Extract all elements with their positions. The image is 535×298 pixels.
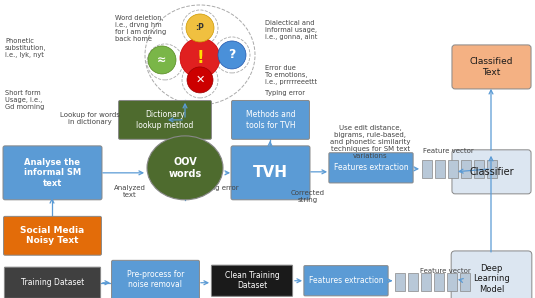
Bar	[435, 160, 445, 178]
Bar	[447, 273, 457, 291]
Text: Word deletion,
i.e., drvng hm
for I am driving
back home: Word deletion, i.e., drvng hm for I am d…	[115, 15, 166, 42]
Bar	[474, 160, 484, 178]
Bar	[421, 273, 431, 291]
FancyBboxPatch shape	[4, 267, 101, 298]
Text: Use edit distance,
bigrams, rule-based,
and phonetic similarity
techniques for S: Use edit distance, bigrams, rule-based, …	[330, 125, 410, 159]
Circle shape	[186, 14, 214, 42]
Circle shape	[180, 38, 220, 78]
Text: Typing error: Typing error	[197, 185, 239, 191]
FancyBboxPatch shape	[211, 265, 293, 296]
Bar	[422, 160, 432, 178]
Bar	[434, 273, 444, 291]
Text: Feature vector: Feature vector	[423, 148, 473, 154]
FancyBboxPatch shape	[451, 251, 532, 298]
Text: ≈: ≈	[157, 55, 167, 65]
Text: Typing error: Typing error	[265, 90, 305, 96]
Text: Feature vector: Feature vector	[419, 268, 470, 274]
Text: Analyse the
informal SM
text: Analyse the informal SM text	[24, 158, 81, 188]
Bar	[448, 160, 458, 178]
FancyBboxPatch shape	[4, 216, 102, 255]
Text: Dictionary
lookup method: Dictionary lookup method	[136, 110, 194, 130]
Text: Lookup for words
in dictionary: Lookup for words in dictionary	[60, 112, 120, 125]
Bar	[461, 160, 471, 178]
Bar	[408, 273, 418, 291]
FancyBboxPatch shape	[232, 100, 309, 139]
Circle shape	[218, 41, 246, 69]
Text: Training Dataset: Training Dataset	[21, 278, 84, 287]
Text: Deep
Learning
Model: Deep Learning Model	[473, 264, 510, 294]
Text: Short form
Usage, i.e.,
Gd morning: Short form Usage, i.e., Gd morning	[5, 90, 44, 110]
Text: Corrected
string: Corrected string	[291, 190, 325, 203]
Bar	[460, 273, 470, 291]
Text: Methods and
tools for TVH: Methods and tools for TVH	[246, 110, 295, 130]
FancyBboxPatch shape	[112, 260, 200, 298]
Text: OOV
words: OOV words	[169, 157, 202, 179]
Text: Clean Training
Dataset: Clean Training Dataset	[225, 271, 279, 291]
FancyBboxPatch shape	[329, 153, 413, 183]
Text: :P: :P	[196, 24, 204, 32]
Bar	[487, 160, 497, 178]
Ellipse shape	[147, 136, 223, 200]
Text: ✕: ✕	[195, 75, 205, 85]
Text: Classified
Text: Classified Text	[470, 57, 513, 77]
Text: Features extraction: Features extraction	[334, 163, 408, 172]
FancyBboxPatch shape	[3, 146, 102, 200]
Text: TVH: TVH	[253, 165, 288, 180]
FancyBboxPatch shape	[119, 100, 211, 139]
FancyBboxPatch shape	[231, 146, 310, 200]
Text: Features extraction: Features extraction	[309, 276, 383, 285]
Text: Phonetic
substitution,
i.e., lyk, nyt: Phonetic substitution, i.e., lyk, nyt	[5, 38, 47, 58]
FancyBboxPatch shape	[452, 45, 531, 89]
Text: Social Media
Noisy Text: Social Media Noisy Text	[20, 226, 85, 246]
Text: Pre-process for
noise removal: Pre-process for noise removal	[127, 270, 184, 289]
FancyBboxPatch shape	[452, 150, 531, 194]
Text: Error due
To emotions,
i.e., prrrrreeettt: Error due To emotions, i.e., prrrrreeett…	[265, 65, 317, 85]
Bar	[395, 273, 405, 291]
Text: !: !	[196, 49, 204, 67]
Text: Dialectical and
informal usage,
i.e., gonna, aint: Dialectical and informal usage, i.e., go…	[265, 20, 317, 40]
Circle shape	[187, 67, 213, 93]
Text: Analyzed
text: Analyzed text	[114, 185, 146, 198]
Circle shape	[148, 46, 176, 74]
FancyBboxPatch shape	[304, 266, 388, 296]
Text: Classifier: Classifier	[469, 167, 514, 177]
Text: ?: ?	[228, 49, 236, 61]
